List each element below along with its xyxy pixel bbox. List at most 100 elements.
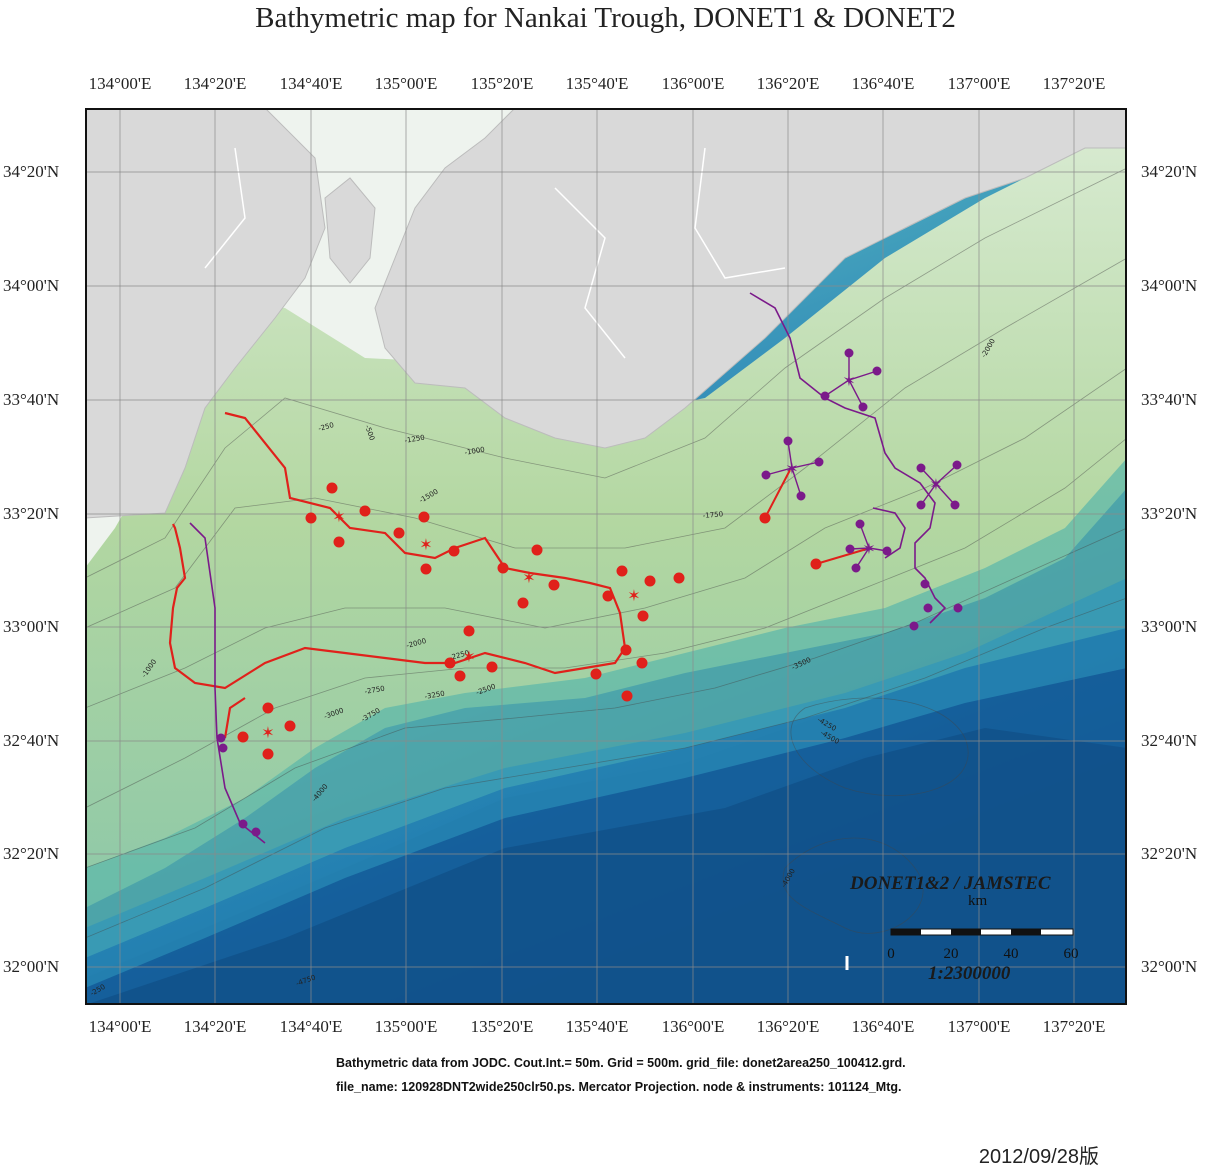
lat-label: 32°40'N [1141, 731, 1198, 750]
depth-label: -1750 [702, 510, 723, 520]
node-site [953, 603, 963, 613]
scale-tick: 60 [1063, 946, 1079, 962]
lat-label: 34°00'N [3, 276, 60, 295]
lon-label: 135°00'E [374, 1017, 438, 1036]
lon-label: 134°00'E [88, 74, 152, 93]
junction-box-marker: ✶ [929, 475, 942, 494]
node-site [531, 544, 543, 556]
lat-label: 34°20'N [1141, 162, 1198, 181]
node-site [497, 562, 509, 574]
junction-box-marker: ✶ [862, 539, 875, 558]
depth-label: -1250 [404, 434, 425, 445]
graticule [85, 108, 1127, 1005]
node-site [463, 625, 475, 637]
node-site [262, 748, 274, 760]
scale-tick: 40 [1003, 946, 1019, 962]
depth-label: -250 [317, 421, 334, 433]
lon-label: 137°00'E [947, 1017, 1011, 1036]
junction-box-marker: ✶ [627, 586, 640, 605]
junction-boxes: ✶ ✶ ✶ ✶ ✶ ✶ ✶ ✶ ✶ ✶ [261, 371, 942, 742]
scale-tick: 20 [943, 946, 959, 962]
donet2-network [168, 411, 871, 760]
data-credit-line-1: Bathymetric data from JODC. Cout.Int.= 5… [336, 1056, 906, 1070]
depth-label: -2750 [364, 685, 385, 696]
map-title: Bathymetric map for Nankai Trough, DONET… [255, 2, 956, 34]
brand-label: DONET1&2 / JAMSTEC [850, 873, 1051, 894]
scale-bar [845, 928, 1074, 970]
node-site [644, 575, 656, 587]
node-site [284, 720, 296, 732]
donet1-network [189, 292, 963, 844]
lon-label: 136°00'E [661, 74, 725, 93]
lon-label: 136°20'E [756, 74, 820, 93]
node-site [420, 563, 432, 575]
node-site [909, 621, 919, 631]
node-site [602, 590, 614, 602]
lon-label: 134°20'E [183, 1017, 247, 1036]
lon-label: 134°40'E [279, 74, 343, 93]
junction-box-marker: ✶ [332, 507, 345, 526]
node-site [305, 512, 317, 524]
lat-label: 33°00'N [3, 617, 60, 636]
lon-label: 136°40'E [851, 1017, 915, 1036]
junction-box-marker: ✶ [785, 459, 798, 478]
lat-label: 33°00'N [1141, 617, 1198, 636]
node-site [359, 505, 371, 517]
node-site [218, 743, 228, 753]
lon-label: 134°00'E [88, 1017, 152, 1036]
lon-label: 135°20'E [470, 74, 534, 93]
node-site [216, 733, 226, 743]
scale-ratio: 1:2300000 [928, 963, 1011, 984]
depth-label: -3250 [424, 690, 445, 701]
node-site [616, 565, 628, 577]
lat-label: 33°20'N [3, 504, 60, 523]
node-site [620, 644, 632, 656]
lat-label: 32°00'N [3, 957, 60, 976]
node-site [548, 579, 560, 591]
lat-label: 34°20'N [3, 162, 60, 181]
node-site [262, 702, 274, 714]
lon-label: 135°40'E [565, 1017, 629, 1036]
map-frame [85, 108, 1127, 1005]
node-site [621, 690, 633, 702]
lat-label: 33°40'N [1141, 390, 1198, 409]
lon-label: 137°20'E [1042, 1017, 1106, 1036]
junction-box-marker: ✶ [522, 568, 535, 587]
lon-label: 137°20'E [1042, 74, 1106, 93]
lon-label: 136°00'E [661, 1017, 725, 1036]
deepest-basin-area [85, 728, 1127, 1005]
node-site [326, 482, 338, 494]
junction-box-marker: ✶ [462, 647, 475, 666]
lat-label: 32°40'N [3, 731, 60, 750]
lat-label: 33°40'N [3, 390, 60, 409]
scale-tick: 0 [887, 946, 895, 962]
data-credit-line-2: file_name: 120928DNT2wide250clr50.ps. Me… [336, 1080, 902, 1094]
node-site [920, 579, 930, 589]
bathymetric-map: -250 -500 -1000 -1250 -1500 -1750 -2000 … [85, 108, 1127, 1005]
node-site [673, 572, 685, 584]
node-site [637, 610, 649, 622]
junction-box-marker: ✶ [842, 371, 855, 390]
land-awaji [324, 177, 376, 284]
prefecture-boundaries [204, 147, 786, 359]
node-site [393, 527, 405, 539]
node-site [590, 668, 602, 680]
map-date: 2012/09/28版 [978, 1146, 1099, 1168]
junction-box-marker: ✶ [261, 723, 274, 742]
node-site [418, 511, 430, 523]
node-site [448, 545, 460, 557]
lower-slope-cyan-area [85, 578, 1127, 988]
lat-label: 32°00'N [1141, 957, 1198, 976]
lon-label: 134°40'E [279, 1017, 343, 1036]
lat-label: 33°20'N [1141, 504, 1198, 523]
lon-label: 136°40'E [851, 74, 915, 93]
scale-unit: km [968, 893, 988, 909]
lat-label: 34°00'N [1141, 276, 1198, 295]
node-site [517, 597, 529, 609]
node-site [444, 657, 456, 669]
lon-label: 137°00'E [947, 74, 1011, 93]
node-site [923, 603, 933, 613]
node-site [454, 670, 466, 682]
lon-label: 135°40'E [565, 74, 629, 93]
node-site [636, 657, 648, 669]
